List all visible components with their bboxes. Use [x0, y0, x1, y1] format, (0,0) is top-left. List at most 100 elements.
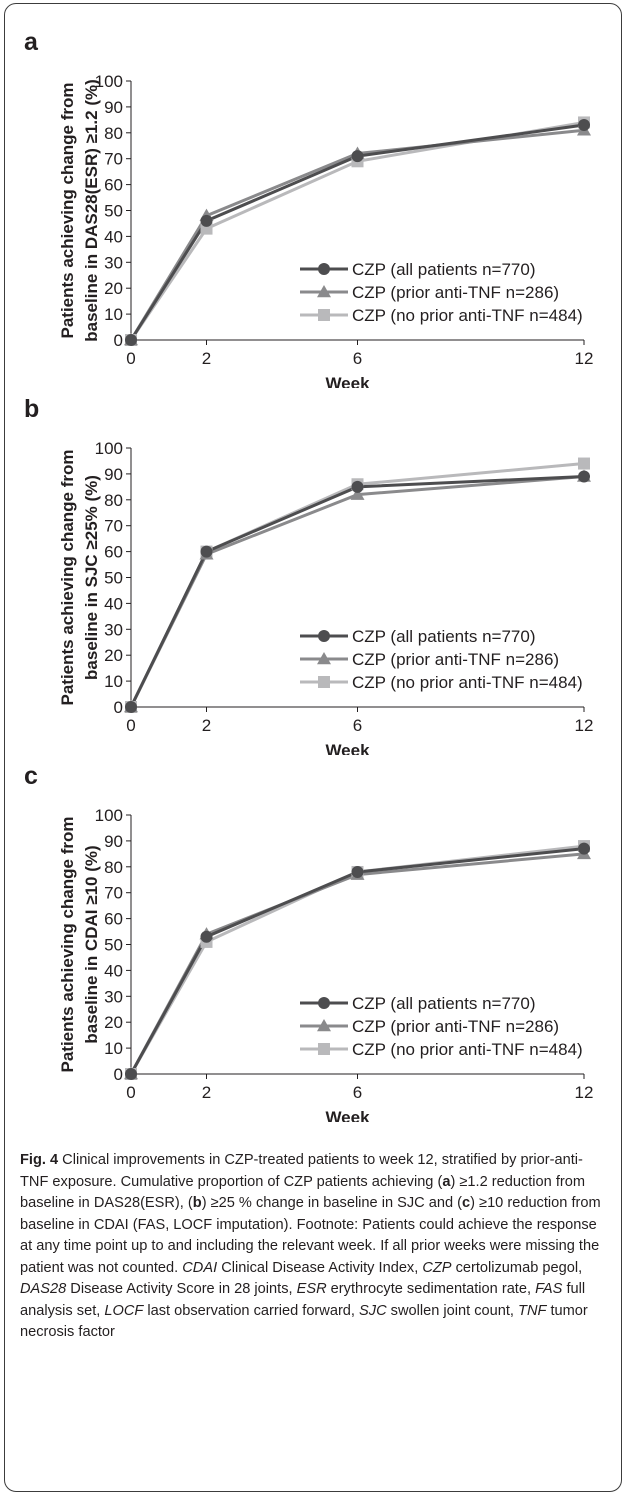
legend-marker — [318, 1043, 330, 1055]
figure-caption: Fig. 4 Clinical improvements in CZP-trea… — [20, 1150, 606, 1344]
x-axis-label: Week — [325, 741, 370, 755]
abbr-def: certolizumab pegol, — [451, 1259, 583, 1276]
y-tick-label: 70 — [104, 884, 123, 903]
y-tick-label: 30 — [104, 987, 123, 1006]
y-axis-label: Patients achieving change from — [58, 449, 77, 705]
y-tick-label: 70 — [104, 150, 123, 169]
caption-ref-c: c — [462, 1195, 471, 1211]
abbr-def: full analysis set, — [20, 1281, 586, 1319]
y-tick-label: 80 — [104, 858, 123, 877]
abbr-def: erythrocyte sedimentation rate, — [326, 1281, 536, 1297]
y-tick-label: 80 — [104, 124, 123, 143]
y-tick-label: 90 — [104, 98, 123, 117]
x-tick-label: 12 — [575, 716, 594, 735]
y-tick-label: 0 — [114, 331, 123, 350]
data-point — [125, 1068, 137, 1080]
legend-marker — [318, 309, 330, 321]
abbr: TNF — [518, 1302, 547, 1319]
y-tick-label: 10 — [104, 672, 123, 691]
y-tick-label: 0 — [114, 1065, 123, 1084]
x-tick-label: 2 — [202, 349, 211, 368]
legend-marker — [318, 676, 330, 688]
abbr-def: last observation carried forward, — [143, 1302, 360, 1319]
x-tick-label: 12 — [575, 349, 594, 368]
legend-label: CZP (no prior anti-TNF n=484) — [352, 673, 583, 692]
abbr-def: tumor necrosis factor — [20, 1302, 588, 1341]
y-tick-label: 30 — [104, 620, 123, 639]
abbr: CZP — [422, 1259, 452, 1276]
panel-label: b — [24, 395, 39, 423]
legend-marker — [317, 1019, 331, 1032]
x-axis-label: Week — [325, 1108, 370, 1122]
caption-text: Clinical improvements in CZP-treated pat… — [20, 1152, 583, 1190]
series-line — [129, 847, 585, 1075]
y-tick-label: 20 — [104, 646, 123, 665]
y-tick-label: 80 — [104, 491, 123, 510]
chart-b-svg: b 0 10 20 30 40 50 60 70 80 90 100 0 2 6 12 Week Patients… — [24, 395, 594, 755]
data-point — [351, 150, 364, 163]
y-axis-label: Patients achieving change from — [58, 82, 77, 338]
caption-text: ) ≥10 reduction from baseline in CDAI (F… — [20, 1195, 601, 1276]
y-tick-label: 50 — [104, 569, 123, 588]
abbr: ESR — [296, 1281, 327, 1297]
data-point — [200, 930, 213, 943]
legend-marker — [318, 630, 330, 642]
y-tick-label: 40 — [104, 594, 123, 613]
data-point — [578, 470, 590, 483]
x-tick-label: 6 — [353, 716, 362, 735]
x-tick-label: 0 — [126, 349, 135, 368]
legend-label: CZP (all patients n=770) — [352, 627, 535, 646]
abbr: LOCF — [104, 1302, 144, 1319]
data-point — [125, 701, 137, 713]
abbr: FAS — [535, 1281, 563, 1297]
abbr-def: swollen joint count, — [386, 1302, 519, 1319]
caption-text: ) ≥1.2 reduction from baseline in DAS28(… — [20, 1173, 586, 1212]
y-tick-label: 100 — [95, 72, 123, 91]
y-tick-label: 20 — [104, 1013, 123, 1032]
chart-panel-c: c 0 10 20 30 40 50 60 70 80 90 100 0 2 6 12 Week Patients… — [0, 752, 629, 1122]
data-point — [351, 865, 364, 878]
chart-a-svg: a 0 10 20 30 40 50 60 70 80 90 100 0 2 6 12 Week Patients… — [24, 28, 594, 388]
legend-marker — [318, 263, 330, 275]
series-line — [129, 462, 585, 708]
y-tick-label: 60 — [104, 910, 123, 929]
y-tick-label: 40 — [104, 961, 123, 980]
data-point — [578, 457, 590, 470]
caption-ref-a: a — [442, 1173, 451, 1190]
data-point — [578, 119, 590, 132]
chart-c-svg: c 0 10 20 30 40 50 60 70 80 90 100 0 2 6 12 Week Patients… — [24, 762, 593, 1122]
legend-marker — [318, 997, 330, 1009]
y-tick-label: 100 — [95, 439, 123, 458]
data-point — [578, 842, 590, 855]
chart-panel-a: a 0 10 20 30 40 50 60 70 80 90 100 0 2 6 12 Week Patients… — [0, 18, 629, 388]
chart-panel-b: b 0 10 20 30 40 50 60 70 80 90 100 0 2 6 12 Week Patients… — [0, 385, 629, 755]
y-tick-label: 60 — [104, 176, 123, 195]
abbr: DAS28 — [20, 1281, 67, 1297]
series-line — [129, 123, 585, 341]
y-axis-label: baseline in SJC ≥25% (%) — [82, 475, 101, 680]
abbr: SJC — [359, 1302, 387, 1319]
x-tick-label: 2 — [202, 716, 211, 735]
y-tick-label: 50 — [104, 936, 123, 955]
y-tick-label: 90 — [104, 465, 123, 484]
y-tick-label: 60 — [104, 543, 123, 562]
y-tick-label: 90 — [104, 832, 123, 851]
caption-text: ) ≥25 % change in baseline in SJC and ( — [201, 1195, 463, 1211]
x-tick-label: 6 — [353, 349, 362, 368]
y-tick-label: 100 — [95, 806, 123, 825]
y-tick-label: 30 — [104, 253, 123, 272]
x-tick-label: 6 — [353, 1083, 362, 1102]
x-tick-label: 0 — [126, 1083, 135, 1102]
panel-label: c — [24, 762, 38, 790]
y-tick-label: 50 — [104, 202, 123, 221]
data-point — [350, 487, 365, 500]
legend-marker — [317, 652, 331, 665]
x-tick-label: 2 — [202, 1083, 211, 1102]
y-axis-label: baseline in DAS28(ESR) ≥1.2 (%) — [82, 79, 101, 342]
y-tick-label: 70 — [104, 517, 123, 536]
legend-label: CZP (all patients n=770) — [352, 994, 535, 1013]
legend-label: CZP (all patients n=770) — [352, 260, 535, 279]
data-point — [351, 480, 364, 493]
legend-label: CZP (no prior anti-TNF n=484) — [352, 306, 583, 325]
series-line — [129, 474, 585, 708]
